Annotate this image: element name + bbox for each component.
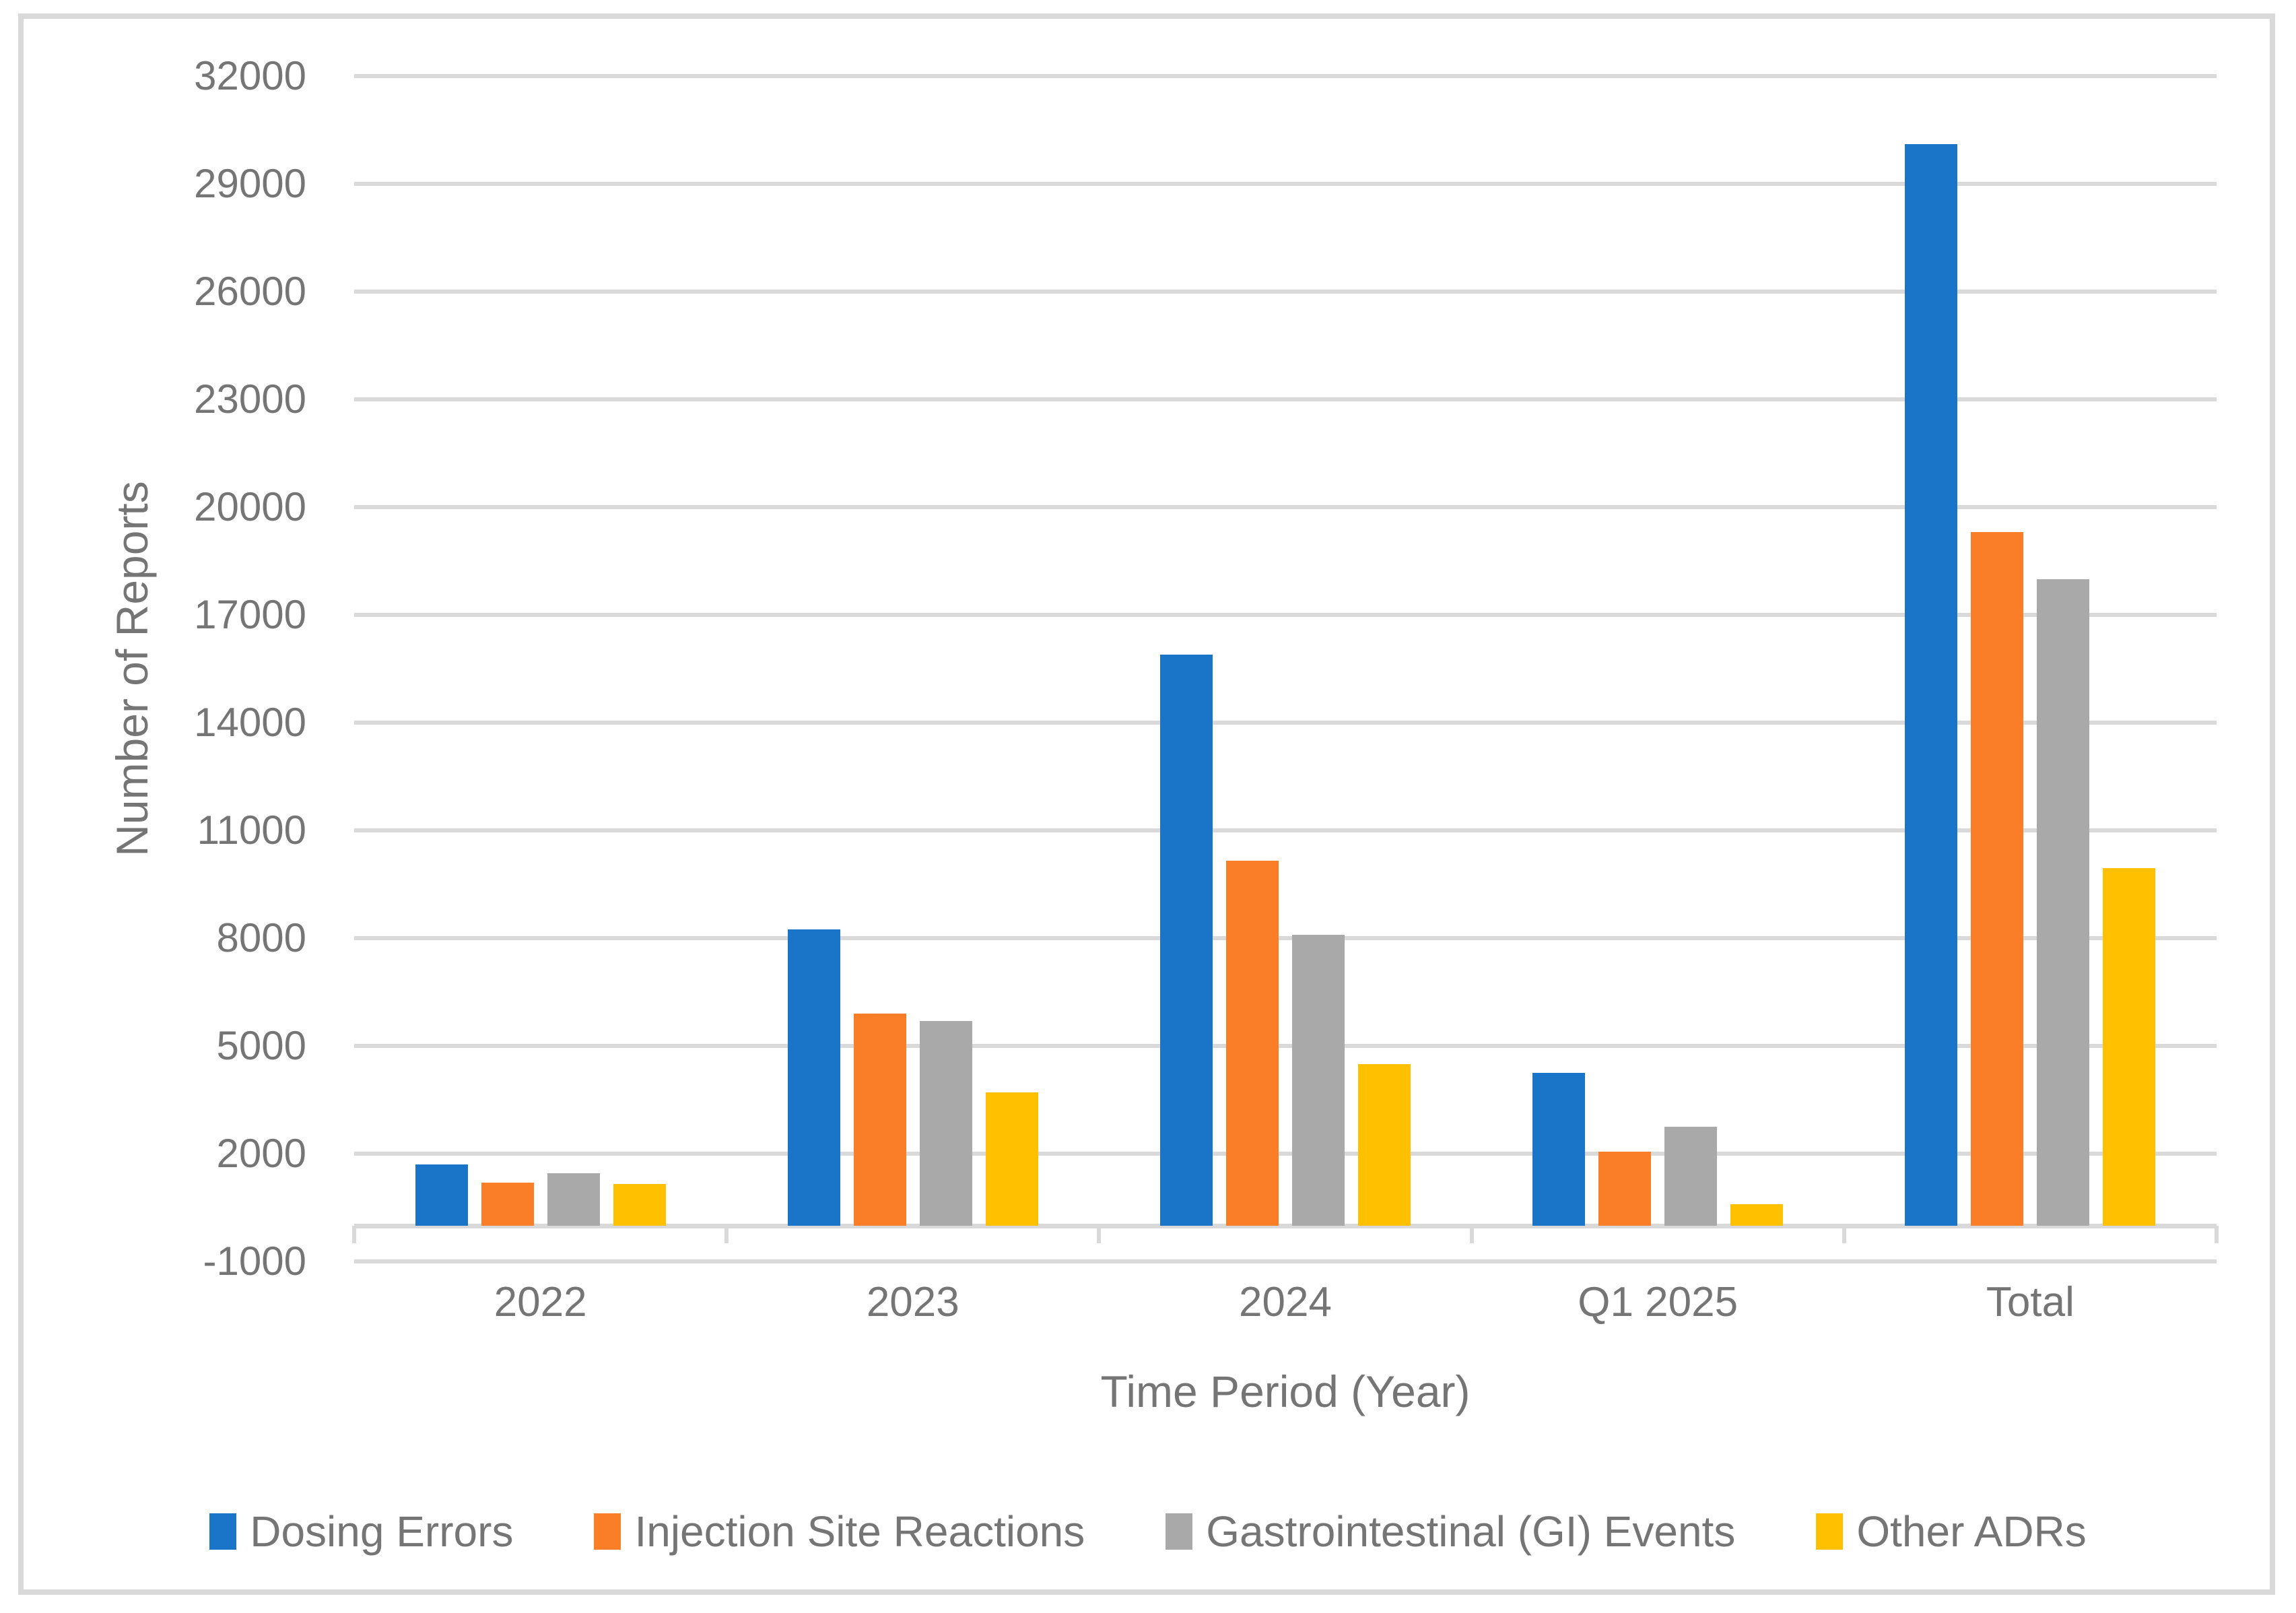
bar-2024-gastrointestinal-gi-events — [1292, 934, 1345, 1226]
x-axis-tick — [352, 1225, 356, 1243]
x-category-label: 2022 — [494, 1279, 587, 1325]
bar-q1-2025-dosing-errors — [1532, 1073, 1586, 1226]
x-axis-line — [354, 1223, 2217, 1228]
legend-item-dosing-errors: Dosing Errors — [209, 1507, 513, 1556]
chart-frame — [18, 13, 2275, 1595]
gridline — [354, 1152, 2217, 1156]
x-category-label: Total — [1986, 1279, 2074, 1325]
y-tick-label: 20000 — [194, 484, 306, 529]
chart-legend: Dosing Errors Injection Site Reactions Gas… — [0, 1503, 2296, 1560]
x-axis-title: Time Period (Year) — [1100, 1367, 1471, 1416]
bar-2022-other-adrs — [613, 1184, 666, 1226]
y-tick-label: 23000 — [194, 376, 306, 422]
legend-item-other-adrs: Other ADRs — [1816, 1507, 2087, 1556]
bar-2023-injection-site-reactions — [853, 1014, 906, 1226]
legend-swatch-icon — [1816, 1513, 1844, 1550]
legend-swatch-icon — [1166, 1513, 1193, 1550]
legend-swatch-icon — [594, 1513, 621, 1550]
bar-q1-2025-injection-site-reactions — [1598, 1152, 1652, 1226]
x-axis-tick — [724, 1225, 729, 1243]
gridline — [354, 1259, 2217, 1263]
gridline — [354, 505, 2217, 509]
x-axis-tick — [1469, 1225, 1474, 1243]
x-category-label: 2023 — [866, 1279, 959, 1325]
x-axis-tick — [2215, 1225, 2219, 1243]
y-tick-label: 11000 — [197, 808, 306, 853]
gridline — [354, 182, 2217, 186]
x-axis-tick — [1842, 1225, 1846, 1243]
bar-2024-other-adrs — [1358, 1063, 1411, 1226]
y-tick-label: -1000 — [203, 1239, 306, 1284]
legend-swatch-icon — [209, 1513, 237, 1550]
bar-total-injection-site-reactions — [1971, 532, 2024, 1226]
gridline — [354, 1044, 2217, 1048]
legend-label: Other ADRs — [1856, 1507, 2087, 1556]
bar-2024-dosing-errors — [1160, 654, 1213, 1226]
bar-q1-2025-gastrointestinal-gi-events — [1664, 1127, 1718, 1226]
legend-label: Dosing Errors — [250, 1507, 514, 1556]
y-tick-label: 5000 — [216, 1023, 306, 1068]
gridline — [354, 828, 2217, 832]
bar-total-dosing-errors — [1905, 144, 1958, 1226]
bar-2022-dosing-errors — [415, 1164, 468, 1226]
gridline — [354, 290, 2217, 294]
bar-2022-injection-site-reactions — [481, 1182, 534, 1226]
x-category-label: Q1 2025 — [1578, 1279, 1738, 1325]
gridline — [354, 74, 2217, 78]
bar-2023-other-adrs — [985, 1092, 1038, 1226]
y-tick-label: 8000 — [216, 915, 306, 960]
x-axis-tick — [1097, 1225, 1102, 1243]
bar-2023-gastrointestinal-gi-events — [919, 1020, 972, 1226]
bar-2023-dosing-errors — [787, 929, 840, 1226]
y-tick-label: 14000 — [194, 700, 306, 745]
y-tick-label: 2000 — [216, 1131, 306, 1176]
bar-2022-gastrointestinal-gi-events — [547, 1173, 600, 1226]
y-tick-label: 32000 — [194, 53, 306, 98]
y-tick-label: 17000 — [194, 592, 306, 637]
x-category-label: 2024 — [1239, 1279, 1332, 1325]
bar-2024-injection-site-reactions — [1226, 861, 1279, 1226]
gridline — [354, 397, 2217, 401]
y-tick-label: 26000 — [194, 269, 306, 314]
legend-label: Gastrointestinal (GI) Events — [1206, 1507, 1736, 1556]
bar-total-gastrointestinal-gi-events — [2037, 579, 2090, 1226]
legend-item-gastrointestinal-gi-events: Gastrointestinal (GI) Events — [1166, 1507, 1735, 1556]
gridline — [354, 936, 2217, 940]
bar-total-other-adrs — [2103, 868, 2156, 1226]
gridline — [354, 613, 2217, 617]
legend-label: Injection Site Reactions — [634, 1507, 1085, 1556]
gridline — [354, 721, 2217, 725]
legend-item-injection-site-reactions: Injection Site Reactions — [594, 1507, 1085, 1556]
y-tick-label: 29000 — [194, 161, 306, 206]
bar-q1-2025-other-adrs — [1730, 1204, 1784, 1226]
y-axis-title: Number of Reports — [107, 481, 157, 857]
